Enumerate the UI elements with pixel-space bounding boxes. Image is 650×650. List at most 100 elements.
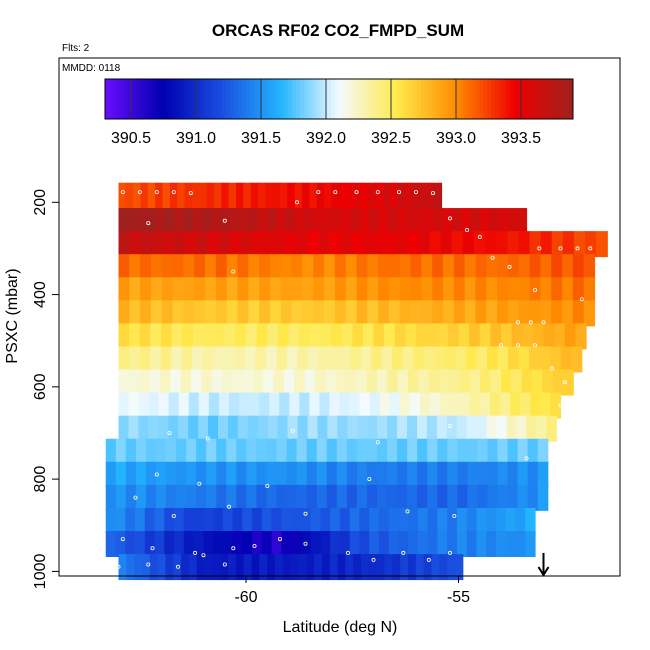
heatmap-cell [345, 300, 358, 327]
heatmap-cell [527, 484, 539, 511]
heatmap-cell [479, 323, 491, 350]
heatmap-cell [118, 415, 130, 442]
colorbar: 390.5 391.0 391.5 392.0 392.5 393.0 393.5 [104, 78, 574, 147]
heatmap-cell [427, 461, 438, 488]
heatmap-cell [155, 461, 167, 488]
heatmap-cell [518, 300, 531, 327]
heatmap-cell [304, 369, 316, 396]
sample-point [222, 562, 227, 567]
heatmap-cell [155, 208, 166, 235]
heatmap-cell [347, 415, 358, 442]
heatmap-cell [226, 461, 237, 488]
heatmap-cell [466, 531, 478, 557]
sample-points [116, 190, 593, 569]
heatmap-cell [398, 531, 409, 557]
colorbar-swatch [268, 79, 274, 119]
sample-point [167, 430, 172, 435]
heatmap-cell [427, 507, 439, 534]
heatmap-cell [161, 277, 174, 304]
heatmap-cell [266, 208, 277, 235]
heatmap-cell [571, 346, 583, 373]
sample-point [120, 190, 125, 195]
heatmap-cell [182, 323, 194, 350]
colorbar-tick-label: 393.5 [501, 130, 541, 147]
heatmap-cell [539, 346, 551, 373]
heatmap-cell [261, 507, 273, 534]
heatmap-cell [316, 438, 328, 465]
heatmap-cell [128, 415, 139, 442]
heatmap-cell [183, 531, 195, 557]
sample-point [154, 472, 159, 477]
heatmap-cell [252, 507, 263, 534]
colorbar-swatch [132, 79, 137, 119]
heatmap-cell [412, 182, 421, 209]
heatmap-cell [161, 254, 174, 281]
heatmap-cell [243, 182, 252, 209]
sample-point [588, 246, 593, 251]
heatmap-cell [276, 438, 288, 465]
heatmap-cell [256, 438, 268, 465]
heatmap-cell [324, 300, 336, 327]
heatmap-cell [551, 231, 564, 258]
heatmap-cell [387, 438, 398, 465]
heatmap-cell [314, 369, 326, 396]
heatmap-cell [362, 231, 375, 258]
heatmap-cell [378, 507, 390, 534]
heatmap-cell [371, 346, 383, 373]
heatmap-cell [229, 208, 240, 235]
heatmap-cell [331, 182, 340, 209]
heatmap-cell [417, 531, 429, 557]
heatmap-cell [240, 231, 253, 258]
colorbar-swatch [565, 79, 570, 119]
heatmap-cell [496, 231, 508, 258]
heatmap-cell [427, 531, 439, 557]
heatmap-cell [497, 461, 509, 488]
heatmap-cell [339, 531, 351, 557]
sample-point [354, 190, 359, 195]
heatmap-cell [174, 208, 185, 235]
heatmap-cell [147, 182, 156, 209]
heatmap-cell [271, 531, 282, 557]
heatmap-cell [408, 507, 419, 534]
colorbar-swatch [190, 79, 196, 119]
sample-point [175, 564, 180, 569]
heatmap-cell [475, 277, 487, 304]
sample-point [528, 320, 533, 325]
heatmap-cell [259, 254, 271, 281]
colorbar-swatch [534, 79, 539, 119]
colorbar-swatch [335, 79, 340, 119]
heatmap-cell [540, 254, 552, 281]
heatmap-cell [336, 484, 348, 511]
sample-point [171, 514, 176, 519]
heatmap-cell [176, 484, 187, 511]
heatmap-cell [236, 484, 247, 511]
heatmap-cell [407, 554, 417, 581]
heatmap-cell [419, 182, 428, 209]
heatmap-cell [369, 507, 380, 534]
colorbar-swatch [557, 79, 562, 119]
heatmap-cell [216, 438, 227, 465]
sample-point [367, 477, 372, 482]
heatmap-cell [334, 254, 347, 281]
heatmap-cell [437, 484, 448, 511]
heatmap-cell [236, 438, 247, 465]
colorbar-swatch [276, 79, 281, 119]
colorbar-swatch [428, 79, 434, 119]
heatmap-cell [388, 531, 400, 557]
heatmap-cell [317, 415, 329, 442]
heatmap-cell [242, 531, 253, 557]
heatmap-cell [447, 531, 458, 557]
sample-point [541, 320, 546, 325]
colorbar-swatch [292, 79, 297, 119]
heatmap-cell [417, 461, 428, 488]
heatmap-cell [286, 461, 298, 488]
heatmap-cell [583, 277, 596, 304]
heatmap-cell [428, 369, 440, 396]
heatmap-cell [118, 323, 130, 350]
chart-title: ORCAS RF02 CO2_FMPD_SUM [212, 21, 464, 40]
heatmap-cell [432, 277, 444, 304]
heatmap-cell [223, 346, 235, 373]
heatmap-cell [345, 369, 357, 396]
heatmap-cell [518, 254, 531, 281]
heatmap-cell [235, 554, 245, 581]
